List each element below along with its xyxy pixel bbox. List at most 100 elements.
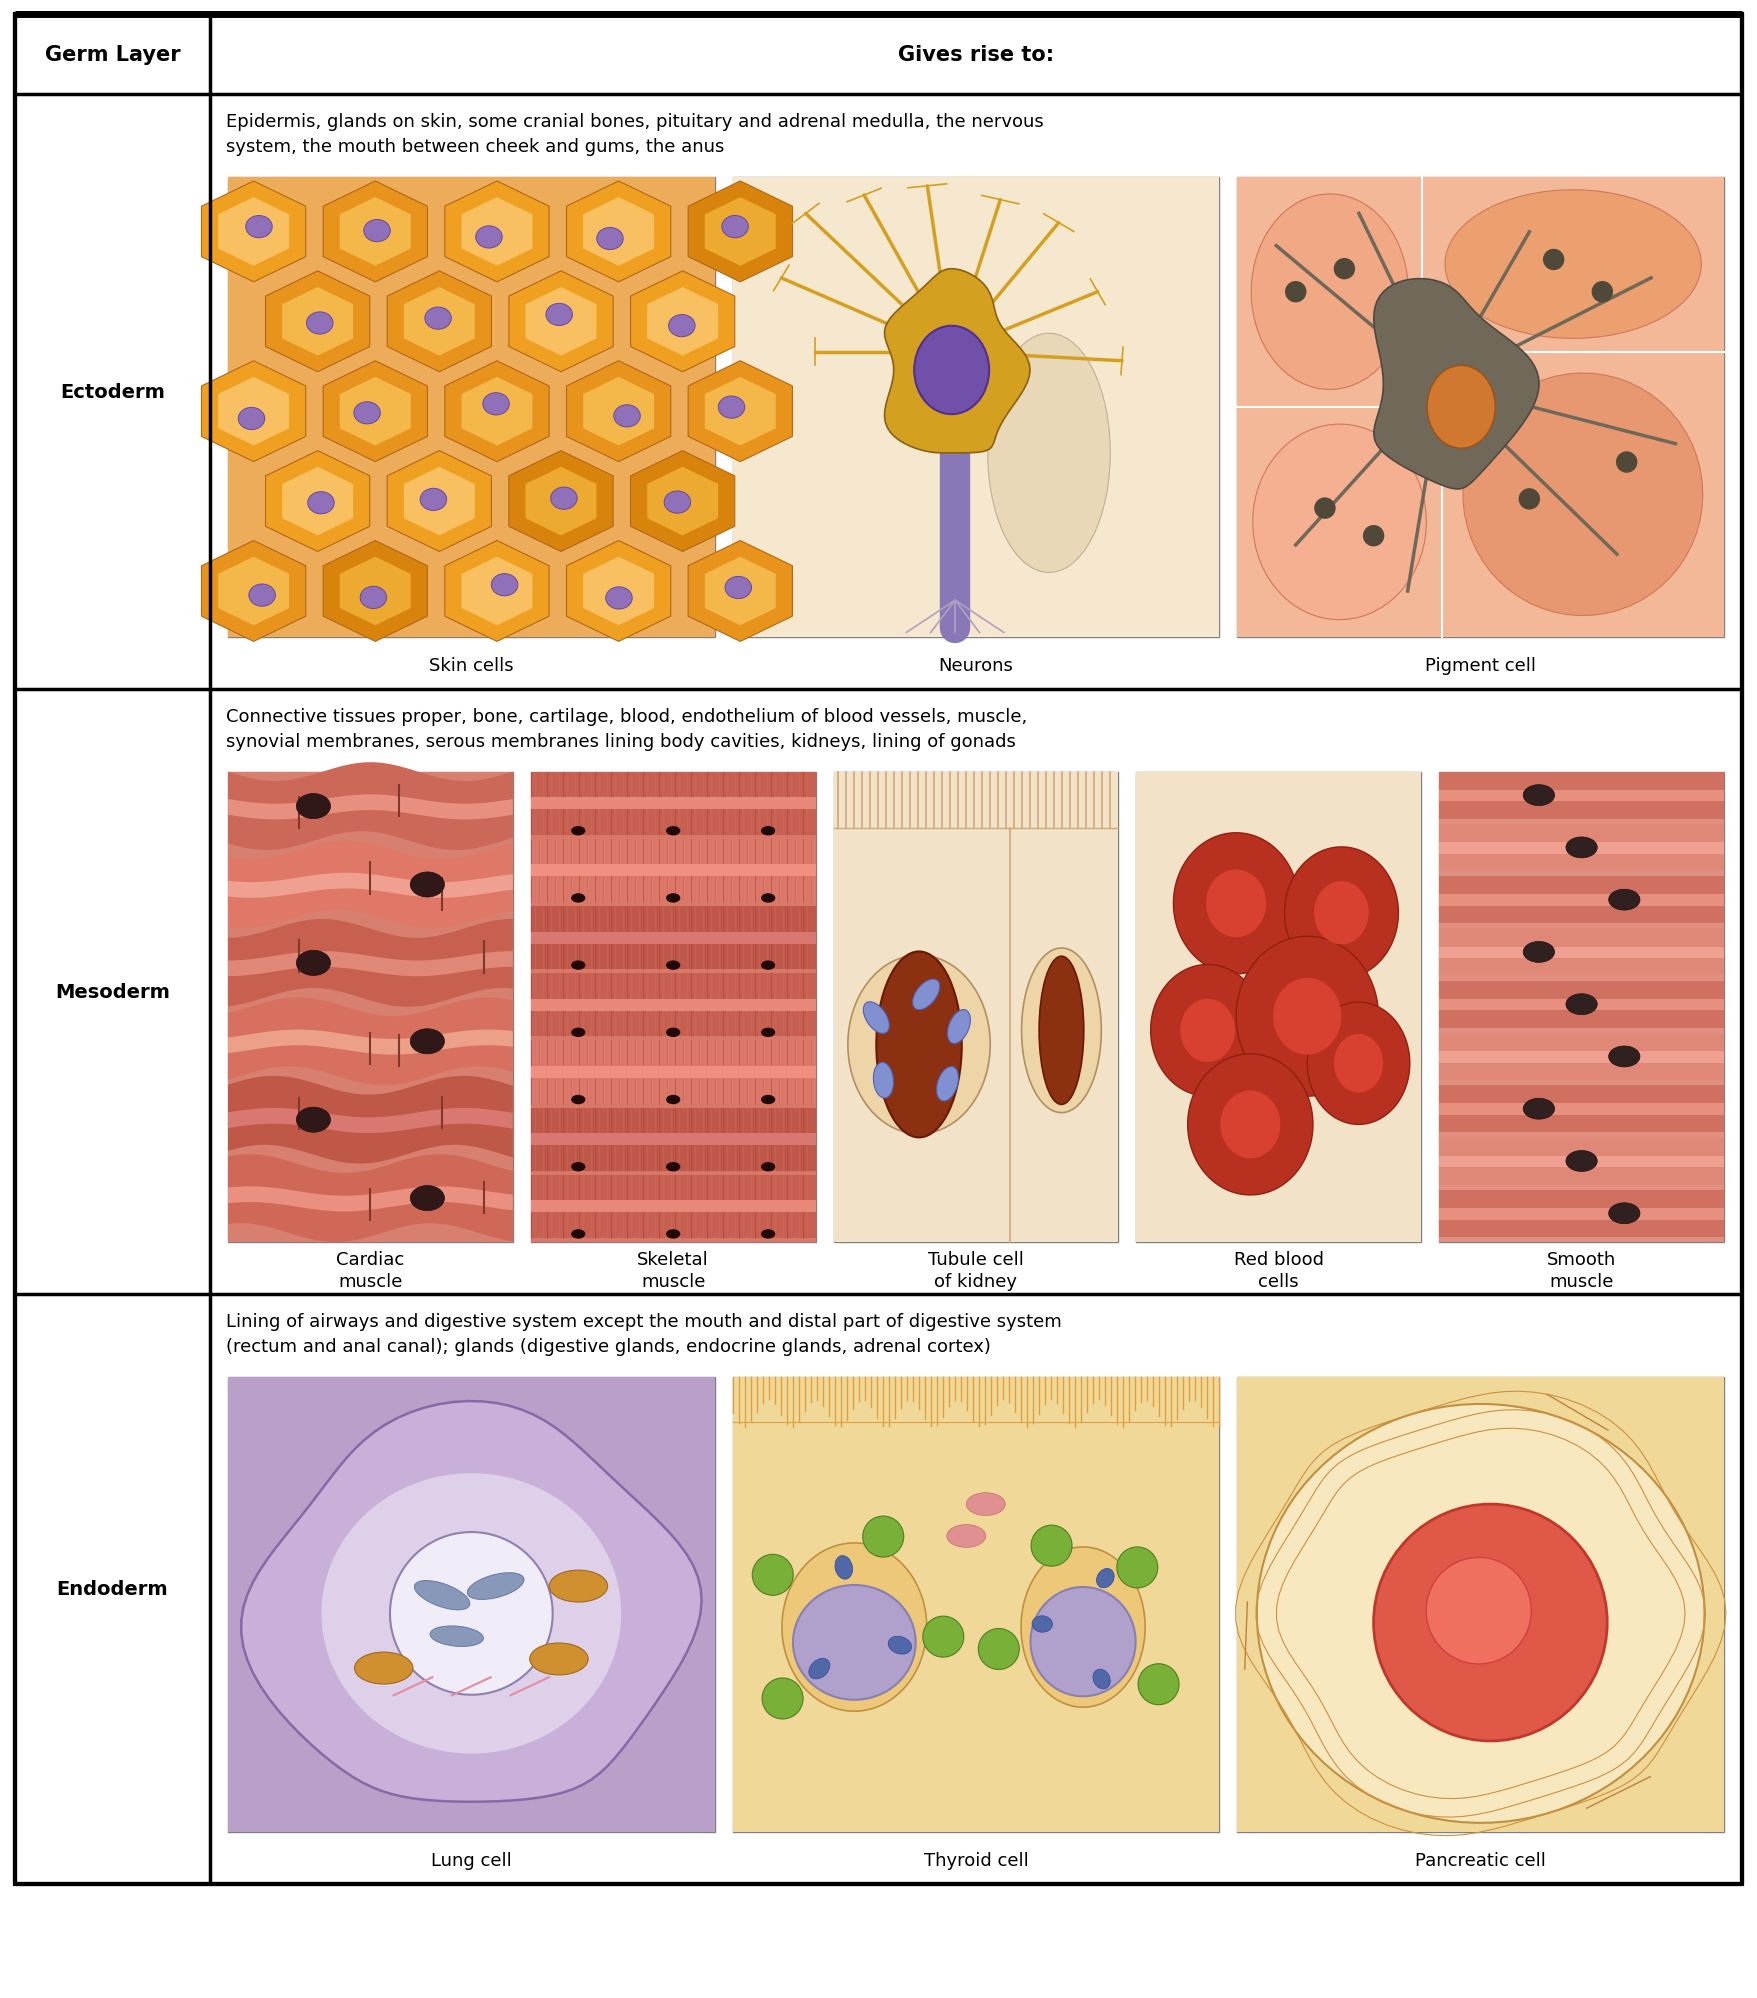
Text: Epidermis, glands on skin, some cranial bones, pituitary and adrenal medulla, th: Epidermis, glands on skin, some cranial …	[227, 114, 1044, 156]
Bar	[1439, 947, 1724, 959]
Text: Neurons: Neurons	[938, 657, 1014, 675]
Polygon shape	[566, 541, 671, 641]
Circle shape	[1314, 498, 1335, 519]
Bar	[1439, 1085, 1724, 1133]
Polygon shape	[218, 557, 290, 625]
Ellipse shape	[666, 961, 680, 971]
Text: Pancreatic cell: Pancreatic cell	[1414, 1850, 1546, 1868]
Ellipse shape	[353, 402, 380, 426]
Ellipse shape	[664, 492, 691, 513]
Bar	[531, 771, 815, 835]
Ellipse shape	[571, 961, 585, 971]
Ellipse shape	[1427, 1558, 1532, 1664]
Ellipse shape	[966, 1493, 1005, 1516]
Ellipse shape	[1523, 785, 1555, 805]
Polygon shape	[228, 997, 513, 1085]
Ellipse shape	[360, 587, 387, 609]
Polygon shape	[647, 468, 719, 535]
Ellipse shape	[877, 951, 961, 1137]
Ellipse shape	[571, 1229, 585, 1239]
Bar	[1439, 1191, 1724, 1237]
Bar	[1237, 1377, 1724, 1832]
Polygon shape	[1221, 1091, 1281, 1159]
Ellipse shape	[476, 226, 503, 250]
Bar	[1439, 999, 1724, 1011]
Polygon shape	[445, 182, 550, 282]
Polygon shape	[283, 288, 353, 356]
Ellipse shape	[947, 1011, 970, 1045]
Polygon shape	[228, 763, 513, 851]
Polygon shape	[339, 557, 411, 625]
Ellipse shape	[1374, 1504, 1608, 1740]
Polygon shape	[202, 541, 306, 641]
Ellipse shape	[606, 587, 633, 609]
Ellipse shape	[761, 893, 775, 903]
Ellipse shape	[761, 827, 775, 835]
Polygon shape	[323, 541, 427, 641]
Circle shape	[979, 1628, 1019, 1670]
Ellipse shape	[914, 326, 989, 416]
Ellipse shape	[761, 961, 775, 971]
Bar	[1439, 1209, 1724, 1221]
Ellipse shape	[666, 1095, 680, 1105]
Ellipse shape	[666, 1229, 680, 1239]
Ellipse shape	[1096, 1568, 1114, 1588]
Polygon shape	[1251, 194, 1409, 390]
Text: Red blood
cells: Red blood cells	[1233, 1251, 1323, 1291]
Bar	[531, 771, 815, 1243]
Polygon shape	[404, 288, 474, 356]
Circle shape	[922, 1616, 965, 1656]
Polygon shape	[228, 873, 513, 899]
Polygon shape	[689, 362, 792, 462]
Ellipse shape	[297, 793, 330, 819]
Polygon shape	[705, 198, 777, 266]
Polygon shape	[1314, 881, 1369, 945]
Ellipse shape	[666, 893, 680, 903]
Polygon shape	[218, 198, 290, 266]
Text: Ectoderm: Ectoderm	[60, 384, 165, 402]
Circle shape	[863, 1516, 903, 1556]
Text: Skin cells: Skin cells	[429, 657, 513, 675]
Polygon shape	[884, 270, 1030, 454]
Polygon shape	[1444, 190, 1701, 340]
Polygon shape	[705, 557, 777, 625]
Polygon shape	[583, 557, 654, 625]
Polygon shape	[1256, 1405, 1704, 1822]
Circle shape	[1592, 282, 1613, 304]
Bar	[228, 1377, 715, 1832]
Ellipse shape	[1565, 995, 1597, 1015]
Ellipse shape	[719, 398, 745, 420]
Text: Thyroid cell: Thyroid cell	[924, 1850, 1028, 1868]
Ellipse shape	[597, 228, 624, 250]
Polygon shape	[647, 288, 719, 356]
Ellipse shape	[425, 308, 452, 330]
Ellipse shape	[669, 316, 696, 338]
Ellipse shape	[1427, 366, 1495, 450]
Circle shape	[1334, 260, 1355, 280]
Ellipse shape	[1565, 1151, 1597, 1173]
Polygon shape	[1284, 847, 1399, 979]
Ellipse shape	[571, 1163, 585, 1173]
Bar	[1439, 1033, 1724, 1081]
Ellipse shape	[1609, 1203, 1639, 1225]
Polygon shape	[445, 362, 550, 462]
Ellipse shape	[1565, 837, 1597, 859]
Polygon shape	[228, 795, 513, 819]
Polygon shape	[265, 452, 369, 551]
Polygon shape	[202, 362, 306, 462]
Bar	[531, 933, 815, 945]
Ellipse shape	[1031, 1616, 1052, 1632]
Ellipse shape	[761, 1229, 775, 1239]
Bar	[531, 1133, 815, 1145]
Bar	[531, 771, 815, 1243]
Ellipse shape	[546, 304, 573, 326]
Ellipse shape	[835, 1556, 852, 1578]
Polygon shape	[387, 452, 492, 551]
Ellipse shape	[1609, 889, 1639, 911]
Bar	[1439, 791, 1724, 801]
Polygon shape	[445, 541, 550, 641]
Bar	[531, 1175, 815, 1239]
Bar	[1439, 771, 1724, 1243]
Ellipse shape	[808, 1658, 829, 1678]
Ellipse shape	[1038, 957, 1084, 1105]
